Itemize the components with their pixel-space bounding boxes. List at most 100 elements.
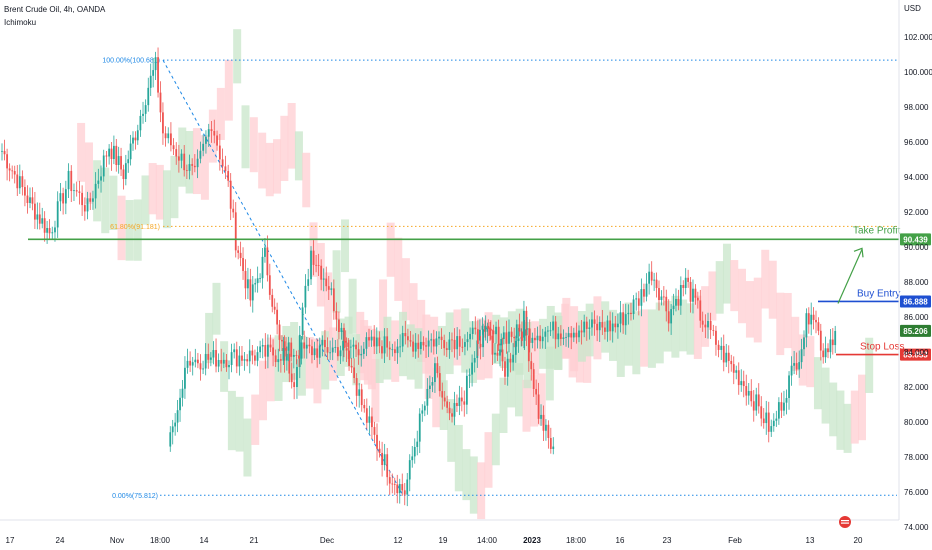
- candle-body: [448, 407, 451, 414]
- candle-body: [181, 388, 184, 398]
- candle-body: [783, 402, 785, 411]
- candle-body: [677, 298, 680, 306]
- candle-body: [732, 364, 735, 373]
- fib-level-label: 0.00%(75.812): [112, 493, 158, 500]
- candle-body: [368, 337, 370, 341]
- candle-body: [300, 342, 303, 359]
- take-profit-price-tag-bg: [900, 233, 931, 246]
- candle-body: [411, 456, 414, 461]
- candle-body: [274, 355, 277, 363]
- ichimoku-cloud: [148, 163, 157, 215]
- x-tick-label: 24: [56, 536, 65, 545]
- candle-body: [378, 448, 381, 453]
- buy-entry-label: Buy Entry: [857, 288, 900, 299]
- candle-body: [348, 350, 350, 366]
- candle-body: [512, 354, 515, 363]
- ichimoku-cloud: [768, 260, 777, 319]
- candle-body: [451, 413, 453, 417]
- candle-body: [352, 344, 355, 347]
- candle-body: [373, 336, 376, 347]
- x-tick-label: 21: [250, 536, 259, 545]
- candle-body: [225, 359, 228, 368]
- candle-body: [803, 337, 805, 350]
- candle-body: [418, 413, 421, 442]
- y-tick-label: 90.000: [904, 243, 929, 252]
- candle-body: [340, 327, 343, 332]
- candle-body: [185, 170, 188, 171]
- candle-body: [112, 145, 115, 159]
- candle-body: [525, 310, 528, 336]
- ichimoku-cloud: [686, 303, 695, 355]
- candle-body: [362, 348, 365, 354]
- candle-body: [127, 159, 130, 164]
- candle-body: [296, 367, 298, 388]
- ichimoku-cloud: [437, 325, 446, 391]
- ichimoku-cloud: [294, 131, 303, 181]
- candle-body: [528, 328, 531, 343]
- ichimoku-cloud: [530, 374, 538, 427]
- ichimoku-cloud: [117, 195, 126, 261]
- candle-body: [89, 198, 92, 202]
- ichimoku-cloud: [663, 300, 672, 352]
- y-tick-label: 82.000: [904, 383, 929, 392]
- candle-body: [431, 382, 434, 386]
- candle-body: [606, 320, 609, 332]
- candle-body: [310, 250, 312, 280]
- candle-body: [177, 156, 180, 161]
- candle-body: [210, 129, 213, 131]
- x-tick-label: 2023: [523, 536, 541, 545]
- candle-body: [396, 484, 399, 494]
- candle-body: [229, 180, 232, 209]
- ichimoku-cloud: [170, 155, 179, 219]
- candle-body: [318, 345, 321, 358]
- candle-body: [735, 370, 738, 373]
- candle-body: [725, 352, 728, 363]
- candle-body: [767, 412, 770, 432]
- candle-body: [350, 365, 353, 368]
- candle-body: [285, 353, 288, 361]
- candle-body: [244, 270, 247, 289]
- candle-body: [527, 335, 530, 362]
- candle-body: [230, 352, 233, 365]
- candle-body: [321, 339, 324, 346]
- candle-body: [829, 339, 832, 353]
- candle-body: [26, 195, 29, 204]
- buy-entry-price-tag-bg: [900, 295, 931, 308]
- candle-body: [496, 352, 499, 356]
- x-tick-label: 16: [616, 536, 625, 545]
- candle-body: [375, 337, 378, 347]
- candle-body: [456, 336, 459, 350]
- candle-body: [248, 350, 251, 362]
- candle-body: [715, 330, 717, 345]
- candle-body: [172, 145, 175, 150]
- ichimoku-cloud: [616, 313, 625, 377]
- candle-body: [142, 113, 144, 116]
- ichimoku-cloud: [125, 200, 134, 261]
- candle-body: [189, 360, 192, 366]
- candle-body: [305, 344, 308, 349]
- ichimoku-cloud: [341, 219, 350, 273]
- ichimoku-cloud: [655, 302, 664, 364]
- candle-body: [481, 325, 484, 330]
- candle-body: [438, 373, 441, 392]
- candle-body: [97, 180, 100, 184]
- candle-body: [363, 405, 366, 409]
- candle-body: [357, 349, 360, 356]
- fib-trend-line: [162, 59, 404, 496]
- candle-body: [259, 346, 262, 353]
- candle-body: [672, 305, 675, 310]
- candle-body: [6, 154, 8, 169]
- candle-body: [33, 203, 36, 220]
- candle-body: [360, 353, 363, 356]
- candle-body: [722, 345, 725, 363]
- candle-body: [535, 388, 538, 395]
- candle-body: [94, 183, 97, 199]
- candle-body: [193, 165, 196, 168]
- candle-body: [360, 389, 363, 406]
- candle-body: [304, 285, 307, 308]
- ichimoku-cloud: [379, 279, 388, 339]
- candle-body: [500, 339, 503, 346]
- candle-body: [21, 176, 24, 188]
- candle-body: [315, 264, 317, 266]
